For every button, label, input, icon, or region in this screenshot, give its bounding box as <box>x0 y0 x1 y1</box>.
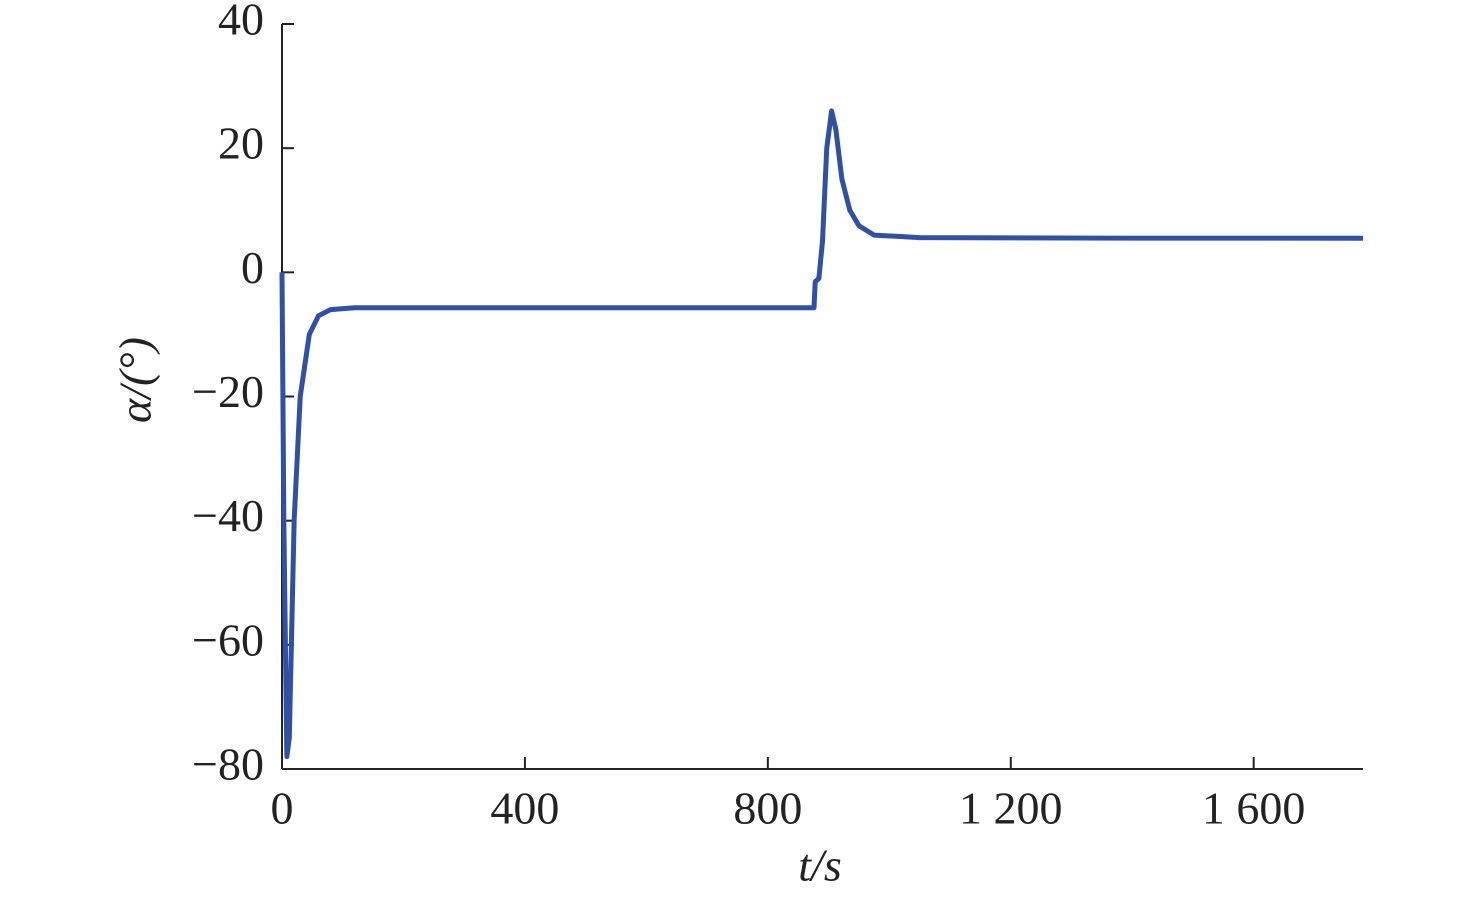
y-tick-label: −80 <box>192 739 264 790</box>
x-tick-label: 0 <box>271 783 294 834</box>
x-tick-label: 400 <box>490 783 559 834</box>
y-tick-label: 40 <box>218 0 264 45</box>
x-tick-label: 800 <box>733 783 802 834</box>
y-tick-label: −40 <box>192 490 264 541</box>
x-axis-label: t/s <box>798 840 841 891</box>
y-tick-label: −20 <box>192 366 264 417</box>
y-tick-label: −60 <box>192 614 264 665</box>
x-tick-label: 1 600 <box>1202 783 1306 834</box>
x-tick-label: 1 200 <box>959 783 1063 834</box>
y-tick-label: 20 <box>218 118 264 169</box>
y-axis-label: α/(°) <box>110 337 161 423</box>
data-line <box>279 108 1363 760</box>
y-tick-label: 0 <box>241 242 264 293</box>
